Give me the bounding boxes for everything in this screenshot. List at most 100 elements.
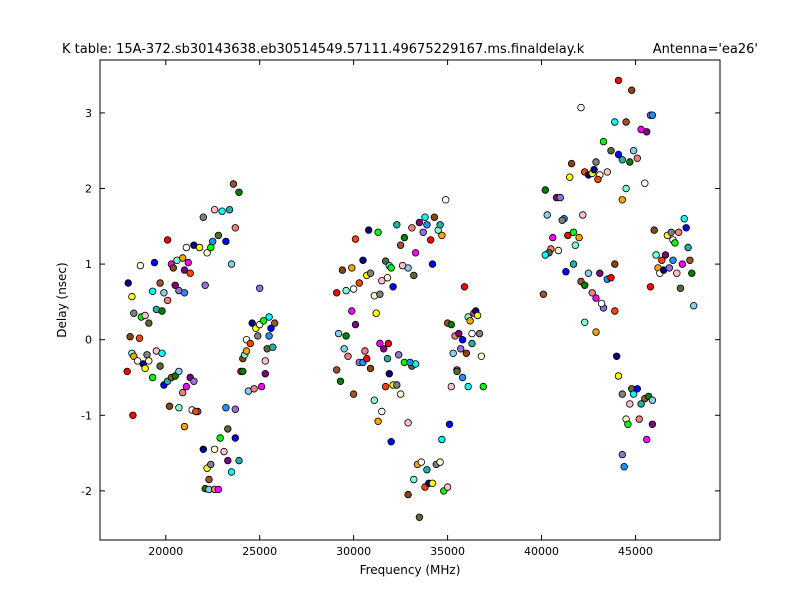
data-point [684, 243, 692, 252]
data-point [415, 513, 424, 521]
data-point [445, 420, 454, 428]
data-point [366, 269, 375, 277]
data-point [395, 351, 403, 359]
data-point [254, 332, 262, 340]
data-point [265, 313, 273, 321]
data-point [442, 196, 450, 204]
data-point [150, 258, 159, 267]
data-point [661, 251, 670, 259]
data-point [165, 402, 174, 410]
data-point [682, 224, 690, 232]
data-point [658, 256, 666, 264]
data-point [396, 241, 405, 249]
data-point [447, 382, 455, 391]
data-point [543, 211, 551, 219]
data-point [614, 76, 623, 85]
data-point [643, 128, 651, 136]
data-point [229, 180, 238, 188]
data-point [342, 332, 350, 340]
data-point [427, 236, 435, 244]
data-point [607, 146, 615, 155]
data-point [455, 329, 463, 338]
data-point [635, 415, 643, 423]
data-point [423, 221, 431, 229]
data-point [175, 367, 183, 376]
data-point [541, 186, 549, 194]
data-point [558, 216, 566, 224]
data-point [646, 283, 655, 291]
data-point [365, 226, 373, 234]
data-point [344, 352, 352, 360]
data-point [626, 400, 634, 408]
data-point [428, 260, 437, 268]
data-point [430, 213, 439, 221]
data-point [171, 281, 179, 289]
data-point [569, 260, 578, 268]
y-tick-label: 1 [85, 258, 92, 271]
data-point [359, 256, 367, 264]
data-point [222, 404, 230, 412]
data-point [178, 254, 187, 262]
data-point [457, 345, 465, 353]
data-point [135, 334, 144, 342]
x-tick-label: 35000 [430, 545, 465, 558]
data-point [622, 184, 630, 193]
data-point [214, 485, 223, 494]
data-point [417, 458, 425, 466]
data-point [180, 289, 189, 297]
data-point [620, 463, 628, 471]
data-point [141, 311, 149, 320]
data-point [460, 283, 469, 291]
data-point [269, 343, 277, 351]
data-point [410, 271, 418, 280]
data-point [393, 381, 401, 389]
data-point [366, 364, 375, 373]
data-point [378, 407, 386, 416]
data-point [637, 400, 645, 408]
data-point [385, 370, 393, 378]
data-point [428, 479, 437, 487]
data-point [468, 329, 476, 338]
data-point [351, 235, 360, 243]
data-point [618, 450, 626, 459]
data-point [259, 317, 268, 325]
data-point [160, 289, 168, 297]
data-point [603, 168, 611, 176]
data-point [261, 370, 269, 378]
data-point [210, 205, 219, 214]
data-point [130, 309, 138, 317]
data-point [641, 179, 649, 187]
data-point [387, 264, 395, 272]
data-point [224, 425, 232, 433]
data-point [195, 243, 204, 252]
data-point [686, 256, 694, 264]
data-point [235, 188, 243, 196]
data-point [156, 279, 164, 287]
data-point [479, 382, 487, 391]
data-point [567, 159, 576, 168]
data-point [575, 233, 583, 242]
data-point [224, 456, 232, 465]
data-point [380, 345, 388, 353]
data-point [389, 283, 397, 291]
data-point [372, 309, 380, 317]
data-point [192, 407, 200, 416]
data-point [214, 231, 223, 240]
data-point [248, 319, 256, 327]
data-point [404, 419, 412, 427]
data-point [143, 351, 151, 359]
data-point [374, 417, 382, 425]
data-point [626, 158, 634, 166]
data-point [383, 354, 392, 363]
data-point [378, 277, 386, 285]
data-point [384, 339, 393, 348]
data-point [458, 336, 467, 344]
x-axis-label: Frequency (MHz) [360, 563, 461, 577]
y-axis-label: Delay (nsec) [55, 262, 69, 337]
data-point [207, 243, 215, 252]
data-point [539, 290, 548, 298]
data-point [667, 228, 675, 236]
y-tick-label: -2 [81, 485, 92, 498]
data-point [338, 266, 347, 274]
data-point [271, 319, 279, 327]
